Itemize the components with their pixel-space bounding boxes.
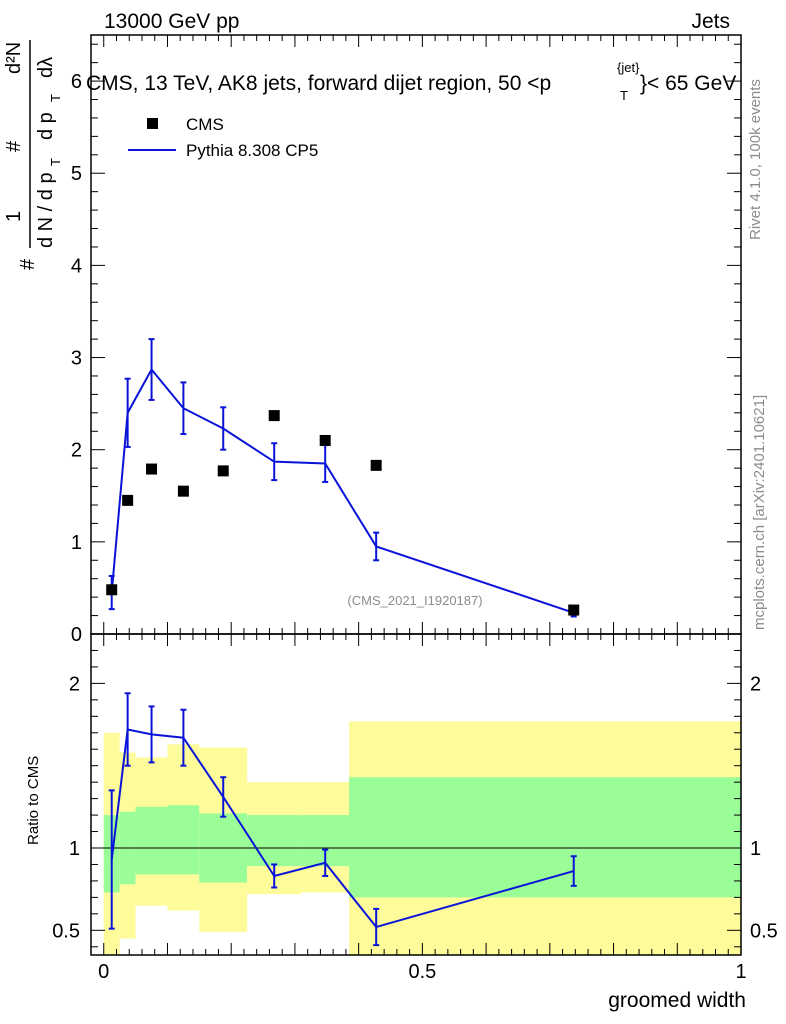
ratio-y-tick-label: 0.5 — [52, 920, 80, 942]
ratio-y-tick-label-right: 2 — [750, 673, 761, 695]
y-tick-label: 6 — [71, 71, 82, 93]
y-label-T: T — [48, 158, 63, 166]
cms-point-5 — [268, 410, 280, 422]
y-label-hash-2: # — [3, 140, 25, 152]
cms-point-2 — [146, 463, 158, 475]
cms-point-8 — [568, 604, 580, 616]
legend-cms-label: CMS — [186, 115, 224, 134]
y-label-dpT: d p — [35, 112, 57, 140]
green-band-7 — [349, 777, 741, 898]
green-band-2 — [135, 806, 168, 875]
y-label-dN: d N / d p — [35, 172, 57, 248]
header-left: 13000 GeV pp — [104, 10, 239, 33]
y-axis-label: # 1 d N / d p T # d p T d²N dλ — [3, 40, 63, 270]
chart-title: CMS, 13 TeV, AK8 jets, forward dijet reg… — [86, 72, 551, 95]
ratio-y-tick-label: 1 — [69, 838, 80, 860]
x-tick-label: 0.5 — [408, 961, 436, 983]
y-label-numerator: d²N — [3, 42, 25, 74]
legend-mc-label: Pythia 8.308 CP5 — [186, 141, 318, 160]
green-band-5 — [247, 815, 302, 867]
cms-point-0 — [106, 584, 118, 596]
y-tick-label: 1 — [71, 532, 82, 554]
cms-point-3 — [177, 485, 189, 497]
mcplots-label: mcplots.cern.ch [arXiv:2401.10621] — [751, 395, 768, 630]
ratio-y-tick-label-right: 1 — [750, 838, 761, 860]
legend: CMS Pythia 8.308 CP5 — [128, 115, 318, 160]
y-tick-label: 4 — [71, 255, 82, 277]
top-panel: 0 1 2 3 4 5 6 — [71, 34, 742, 646]
y-label-T-2: T — [48, 94, 63, 102]
cms-point-6 — [319, 434, 331, 446]
ratio-panel: 0 0.5 10.5 0.51 12 2 — [52, 633, 778, 983]
chart-title-sub: T — [620, 88, 628, 103]
y-label-denominator: dλ — [35, 57, 57, 78]
ratio-frame — [90, 633, 742, 956]
y-tick-label: 2 — [71, 440, 82, 462]
rivet-label: Rivet 4.1.0, 100k events — [747, 79, 764, 240]
y-tick-label: 0 — [71, 624, 82, 646]
green-band-3 — [167, 805, 200, 875]
analysis-watermark: (CMS_2021_I1920187) — [347, 593, 482, 608]
y-tick-label: 3 — [71, 348, 82, 370]
ratio-y-label: Ratio to CMS — [25, 756, 42, 845]
y-label-hash: # — [17, 258, 39, 270]
header-right: Jets — [691, 10, 730, 33]
x-axis-label: groomed width — [608, 989, 746, 1012]
y-label-one: 1 — [3, 211, 25, 222]
y-tick-label: 5 — [71, 163, 82, 185]
legend-cms-marker — [147, 118, 158, 129]
ratio-y-tick-label: 2 — [69, 673, 80, 695]
x-tick-label: 1 — [735, 961, 746, 983]
x-tick-label: 0 — [98, 961, 109, 983]
cms-point-4 — [217, 465, 229, 477]
cms-point-7 — [370, 459, 382, 471]
ratio-y-tick-label-right: 0.5 — [750, 920, 778, 942]
chart-title-sup: {jet} — [617, 60, 640, 75]
chart-title-end: }< 65 GeV — [640, 72, 736, 95]
cms-point-1 — [122, 494, 134, 506]
